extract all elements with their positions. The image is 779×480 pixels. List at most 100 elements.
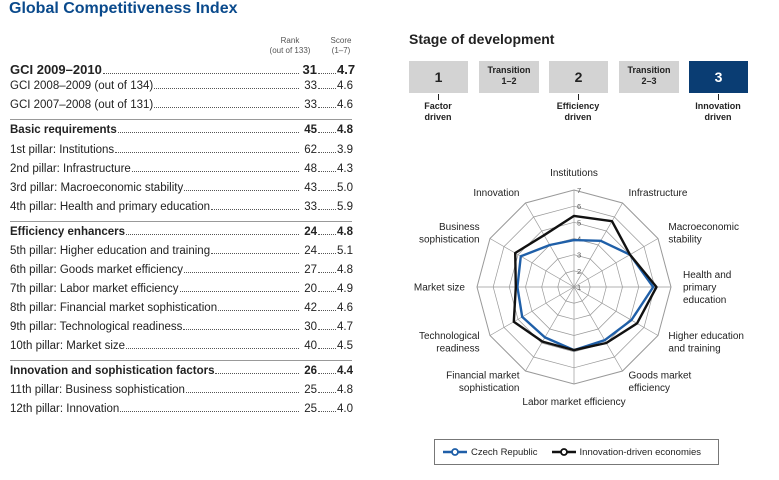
row-score: 5.1 [337, 245, 353, 257]
tick-label: 2 [577, 267, 581, 276]
axis-label-line: Financial market [446, 371, 520, 382]
row-score: 4.4 [337, 365, 353, 377]
axis-label-line: primary [683, 283, 716, 294]
row-label: 12th pillar: Innovation [10, 403, 120, 415]
table-row: GCI 2007–2008 (out of 131) 33 4.6 [10, 99, 353, 118]
row-label: GCI 2009–2010 [10, 62, 102, 77]
axis-label-line: sophistication [419, 234, 480, 245]
axis-label-line: Macroeconomic [668, 222, 739, 233]
dot-leader [318, 152, 336, 153]
row-label: Efficiency enhancers [10, 226, 126, 238]
dot-leader [154, 88, 299, 89]
tick-label: 7 [577, 186, 581, 195]
axis-label: Health and primary education [683, 270, 731, 306]
grid-spoke [525, 286, 575, 372]
tick-label: 1 [577, 283, 581, 292]
row-rank: 48 [304, 163, 317, 175]
dot-leader [115, 152, 299, 153]
axis-label: Technological readiness [419, 331, 480, 355]
row-score: 5.9 [337, 201, 353, 213]
row-rank: 20 [304, 283, 317, 295]
tick-label: 6 [577, 202, 581, 211]
grid-spoke [573, 202, 623, 288]
rank-header-line2: (out of 133) [269, 46, 311, 55]
row-score: 4.8 [337, 264, 353, 276]
row-label: Innovation and sophistication factors [10, 365, 215, 377]
table-row: 2nd pillar: Infrastructure 48 4.3 [10, 163, 353, 182]
stage-box-label: Transition [627, 65, 671, 75]
stage-box-label: Transition [487, 65, 531, 75]
axis-label-line: Market size [414, 283, 466, 294]
row-score: 5.0 [337, 182, 353, 194]
stage-box-sublabel: 1–2 [501, 76, 517, 86]
row-rank: 33 [304, 99, 317, 111]
dot-leader [318, 272, 336, 273]
score-column-header: Score (1–7) [325, 36, 357, 56]
table-row: GCI 2008–2009 (out of 134) 33 4.6 [10, 80, 353, 99]
dot-leader [318, 411, 336, 412]
axis-label-line: Goods market [629, 371, 692, 382]
axis-label-line: readiness [436, 343, 479, 354]
dot-leader [318, 190, 336, 191]
table-row: 3rd pillar: Macroeconomic stability 43 5.0 [10, 182, 353, 201]
table-row: Efficiency enhancers 24 4.8 [10, 226, 353, 245]
dot-leader [211, 209, 299, 210]
axis-label: Market size [414, 283, 466, 294]
dot-leader [318, 373, 336, 374]
axis-label-line: Institutions [550, 168, 598, 179]
grid-spoke [573, 286, 623, 372]
dot-leader [318, 88, 336, 89]
dot-leader [131, 171, 299, 172]
stage-box: 1 [409, 61, 468, 93]
table-row: 5th pillar: Higher education and trainin… [10, 245, 353, 264]
row-score: 4.9 [337, 283, 353, 295]
row-rank: 43 [304, 182, 317, 194]
stage-label: Innovation driven [678, 101, 758, 123]
dot-leader [318, 291, 336, 292]
row-label: 9th pillar: Technological readiness [10, 321, 183, 333]
row-rank: 30 [304, 321, 317, 333]
dot-leader [215, 373, 299, 374]
row-rank: 27 [304, 264, 317, 276]
rank-header-line1: Rank [280, 36, 300, 45]
stage-label-line: driven [564, 112, 592, 122]
dot-leader [318, 132, 336, 133]
stage-box: 3 [689, 61, 748, 93]
row-label: Basic requirements [10, 124, 117, 136]
axis-label: Financial market sophistication [446, 371, 520, 395]
stage-box: Transition 2–3 [619, 61, 679, 93]
row-score: 4.6 [337, 80, 353, 92]
row-rank: 62 [304, 144, 317, 156]
dot-leader [126, 234, 299, 235]
axis-label: Business sophistication [419, 222, 480, 246]
row-label: 1st pillar: Institutions [10, 144, 115, 156]
row-label: 10th pillar: Market size [10, 340, 126, 352]
tick-label: 3 [577, 251, 581, 260]
dot-leader [318, 171, 336, 172]
row-score: 4.6 [337, 99, 353, 111]
table-row: 8th pillar: Financial market sophisticat… [10, 302, 353, 321]
axis-label-line: Infrastructure [629, 188, 688, 199]
row-rank: 40 [304, 340, 317, 352]
chart-legend: Czech Republic Innovation-driven economi… [434, 439, 719, 465]
grid-spoke [573, 238, 659, 288]
row-label: GCI 2007–2008 (out of 131) [10, 99, 154, 111]
row-label: 8th pillar: Financial market sophisticat… [10, 302, 218, 314]
row-score: 3.9 [337, 144, 353, 156]
axis-label-line: Higher education [668, 331, 744, 342]
stage-label-line: driven [424, 112, 452, 122]
dot-leader [184, 190, 299, 191]
row-rank: 33 [304, 80, 317, 92]
row-label: 3rd pillar: Macroeconomic stability [10, 182, 184, 194]
table-row: 12th pillar: Innovation 25 4.0 [10, 403, 353, 422]
axis-label: Macroeconomic stability [668, 222, 739, 246]
row-score: 4.6 [337, 302, 353, 314]
axis-label-line: sophistication [459, 383, 520, 394]
legend-item-innovation-driven: Innovation-driven economies [551, 447, 701, 458]
row-rank: 25 [304, 403, 317, 415]
axis-label-line: Innovation [473, 188, 519, 199]
dot-leader [211, 253, 299, 254]
row-rank: 33 [304, 201, 317, 213]
dot-leader [179, 291, 299, 292]
axis-label-line: efficiency [629, 383, 671, 394]
